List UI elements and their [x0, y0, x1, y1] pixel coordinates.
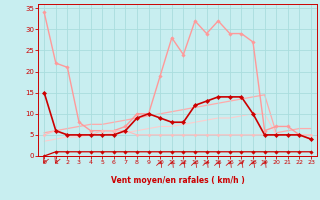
X-axis label: Vent moyen/en rafales ( km/h ): Vent moyen/en rafales ( km/h ): [111, 176, 244, 185]
